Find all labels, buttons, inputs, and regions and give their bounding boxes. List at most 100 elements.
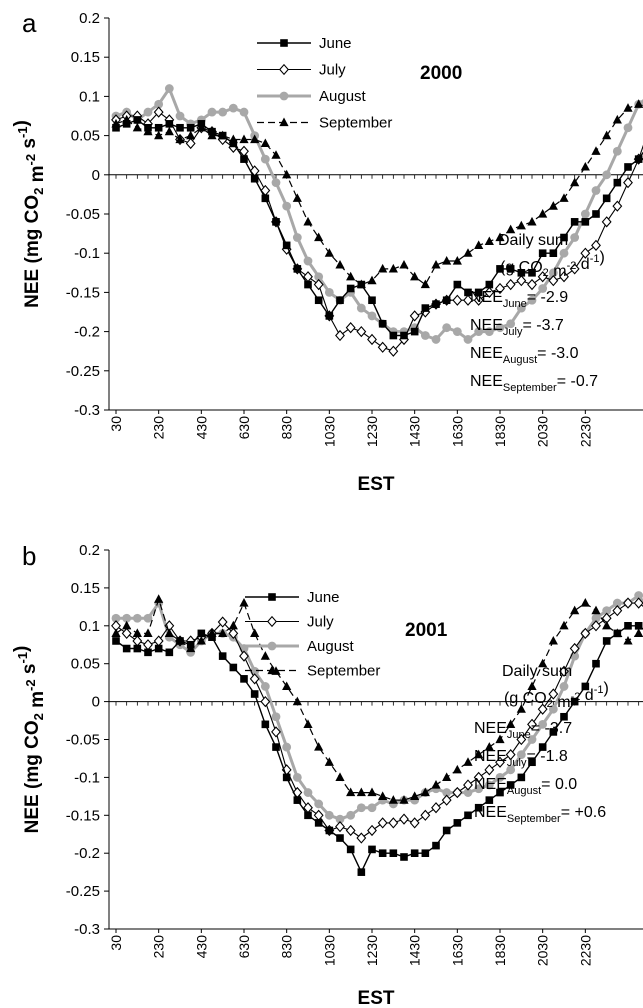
data-point	[389, 849, 398, 857]
data-point	[250, 134, 260, 144]
data-point	[197, 120, 206, 128]
data-point	[484, 236, 494, 246]
x-tick-label: 1030	[321, 935, 337, 966]
data-point	[388, 795, 398, 804]
data-point	[239, 107, 249, 117]
series-september	[111, 594, 643, 804]
legend-label: August	[307, 638, 355, 655]
data-point	[569, 263, 580, 275]
data-point	[409, 817, 420, 829]
units-part: 2	[547, 698, 553, 710]
entry-value: = -0.7	[557, 373, 598, 390]
legend-label: July	[307, 614, 334, 631]
data-point	[132, 613, 142, 623]
series-june	[112, 116, 643, 340]
legend-label: June	[319, 35, 352, 52]
data-point	[484, 286, 495, 299]
data-point	[132, 628, 142, 637]
data-point	[357, 280, 366, 289]
data-point	[420, 787, 430, 797]
series-line-july	[115, 111, 643, 352]
entry-value: = +0.6	[561, 804, 606, 821]
daily-sum-entry: NEESeptember= +0.6	[474, 804, 606, 825]
data-point	[591, 146, 601, 155]
data-point	[143, 107, 153, 117]
data-point	[506, 319, 516, 329]
y-axis-title-part: m	[27, 165, 48, 187]
chart-panel-b: b 0.2 0.15 0.1 0.05 0 -0.05 -0.1 -0.15 -0.2 -0.25 -…	[11, 541, 643, 1008]
data-point	[335, 329, 345, 342]
data-point	[538, 743, 547, 751]
data-point	[506, 719, 516, 728]
data-point	[537, 271, 548, 283]
data-point	[399, 259, 409, 269]
data-point	[346, 271, 356, 281]
data-point	[442, 826, 451, 835]
data-point	[249, 673, 260, 685]
data-point	[516, 750, 526, 760]
legend-label: July	[319, 62, 346, 79]
data-point	[538, 249, 547, 257]
data-point	[559, 620, 569, 630]
data-point	[292, 773, 302, 782]
data-point	[496, 265, 504, 273]
data-point	[592, 659, 600, 668]
y-axis-title-part: -2	[23, 679, 38, 691]
units-part: m	[549, 263, 567, 280]
data-point	[336, 296, 344, 305]
data-point	[378, 263, 388, 273]
data-point	[122, 613, 132, 623]
x-tick-label: 630	[236, 935, 252, 959]
data-point	[527, 718, 537, 730]
data-point	[506, 224, 516, 234]
data-point	[527, 216, 537, 226]
x-tick-label: 1630	[449, 935, 465, 966]
y-tick-label: 0.05	[71, 128, 100, 145]
data-point	[495, 323, 505, 333]
y-axis-title: NEE (mg CO2 m-2 s-1)	[11, 120, 48, 308]
y-axis-title-part: 2	[31, 713, 46, 720]
data-point	[132, 635, 143, 647]
data-point	[421, 304, 430, 312]
data-point	[260, 651, 270, 660]
data-point	[634, 622, 643, 630]
data-point	[261, 720, 270, 729]
x-tick-label: 230	[151, 935, 167, 959]
data-point	[314, 799, 324, 809]
data-point	[228, 620, 238, 630]
data-point	[570, 233, 580, 242]
y-tick-label: -0.05	[66, 206, 100, 223]
y-axis-title-part: s	[19, 138, 40, 154]
data-point	[335, 821, 345, 833]
data-point	[240, 155, 248, 163]
data-point	[623, 123, 633, 133]
data-point	[495, 756, 505, 768]
data-point	[496, 788, 504, 797]
data-point	[623, 103, 633, 112]
y-axis-title-part: -1	[15, 126, 30, 138]
data-point	[560, 233, 568, 242]
x-tick-label: 1230	[364, 935, 380, 966]
data-point	[410, 849, 419, 857]
data-point	[282, 201, 292, 211]
y-tick-label: 0.15	[71, 580, 100, 597]
data-point	[431, 779, 441, 789]
data-point	[346, 810, 356, 820]
data-point	[143, 639, 153, 651]
y-axis-title-part: m	[27, 691, 48, 713]
y-axis-title-part: )	[11, 646, 32, 652]
units-part: 2	[543, 267, 549, 279]
data-point	[367, 787, 377, 797]
entry-sub: August	[503, 354, 537, 366]
entry-value: = -3.7	[522, 317, 563, 334]
data-point	[441, 794, 452, 806]
data-point	[186, 123, 195, 132]
x-tick-label: 1030	[321, 416, 337, 447]
data-point	[356, 325, 367, 338]
data-point	[325, 826, 334, 835]
data-point	[463, 335, 473, 344]
data-point	[293, 796, 302, 804]
x-axis-title: EST	[358, 474, 395, 495]
y-tick-label: -0.1	[74, 245, 100, 262]
data-point	[527, 735, 537, 744]
